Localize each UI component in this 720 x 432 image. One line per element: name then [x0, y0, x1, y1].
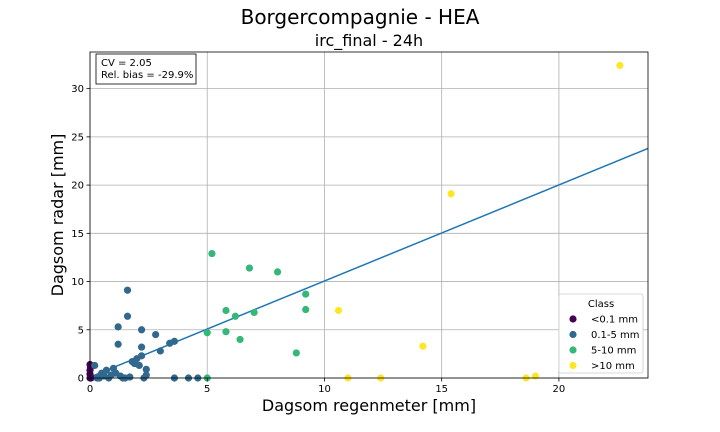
legend: Class <0.1 mm 0.1-5 mm 5-10 mm >10 mm [558, 293, 644, 374]
annotation-bias: Rel. bias = -29.9% [101, 70, 193, 81]
figure-suptitle: Borgercompagnie - HEA [241, 5, 480, 29]
data-point [236, 335, 244, 344]
data-point [616, 61, 624, 70]
y-tick-label: 10 [71, 277, 84, 288]
data-point [203, 329, 211, 337]
stats-annotation: CV = 2.05 Rel. bias = -29.9% [95, 53, 197, 85]
plot-frame [89, 51, 649, 379]
data-point [222, 306, 230, 315]
x-tick-label: 5 [204, 384, 210, 395]
legend-label: >10 mm [591, 361, 635, 372]
data-point [334, 306, 343, 315]
legend-entries: <0.1 mm 0.1-5 mm 5-10 mm >10 mm [569, 315, 640, 372]
x-tick-label: 0 [87, 384, 93, 395]
legend-marker [569, 330, 577, 339]
chart-title: irc_final - 24h [315, 31, 423, 51]
legend-title: Class [588, 299, 614, 310]
data-point [245, 264, 254, 272]
legend-label: 5-10 mm [591, 346, 636, 357]
data-point [102, 366, 111, 374]
data-point [231, 312, 239, 320]
data-point [531, 372, 540, 380]
fit-line [89, 147, 649, 378]
grid-lines [89, 52, 648, 379]
data-point [142, 371, 150, 379]
x-axis-ticks: 0 5 10 15 20 [87, 378, 565, 395]
legend-marker [569, 361, 577, 370]
regression-line [89, 147, 649, 378]
data-point [114, 323, 122, 331]
y-tick-label: 5 [78, 325, 84, 336]
data-point [152, 330, 160, 339]
legend-marker [569, 315, 577, 323]
y-tick-label: 30 [71, 84, 84, 95]
data-point [419, 342, 427, 350]
data-point [126, 373, 134, 381]
data-point [156, 347, 164, 355]
legend-marker [569, 346, 577, 354]
legend-label: 0.1-5 mm [591, 330, 640, 341]
legend-label: <0.1 mm [591, 315, 638, 326]
data-point [137, 352, 146, 360]
series-0-1-5-mm [91, 286, 202, 382]
data-point [123, 286, 132, 294]
data-point [137, 326, 146, 334]
data-point [137, 343, 146, 351]
plot-area: 0 5 10 15 20 0 5 10 15 20 25 30 [71, 51, 649, 395]
data-point [170, 337, 179, 345]
legend-box [558, 293, 644, 374]
data-point [208, 249, 216, 258]
data-point [302, 290, 310, 298]
y-tick-label: 0 [78, 374, 84, 385]
series-5-10-mm [203, 249, 310, 382]
annotation-cv: CV = 2.05 [101, 58, 152, 69]
data-point [142, 365, 150, 373]
data-point [273, 268, 282, 276]
y-axis-ticks: 0 5 10 15 20 25 30 [71, 84, 90, 385]
data-point [135, 361, 143, 370]
x-tick-label: 20 [553, 384, 566, 395]
annotation-box [95, 53, 197, 85]
data-point [250, 308, 258, 317]
x-tick-label: 10 [318, 384, 331, 395]
plot-background [90, 52, 648, 378]
data-point [292, 349, 300, 357]
y-tick-label: 25 [71, 132, 84, 143]
data-point [302, 305, 310, 314]
data-point [447, 190, 455, 198]
data-point [114, 340, 122, 348]
data-point [123, 312, 132, 320]
x-tick-label: 15 [435, 384, 448, 395]
y-axis-label: Dagsom radar [mm] [48, 134, 67, 297]
data-point [222, 328, 230, 336]
data-point [91, 361, 99, 370]
y-tick-label: 20 [71, 181, 84, 192]
x-axis-label: Dagsom regenmeter [mm] [262, 396, 476, 415]
y-tick-label: 15 [71, 229, 84, 240]
